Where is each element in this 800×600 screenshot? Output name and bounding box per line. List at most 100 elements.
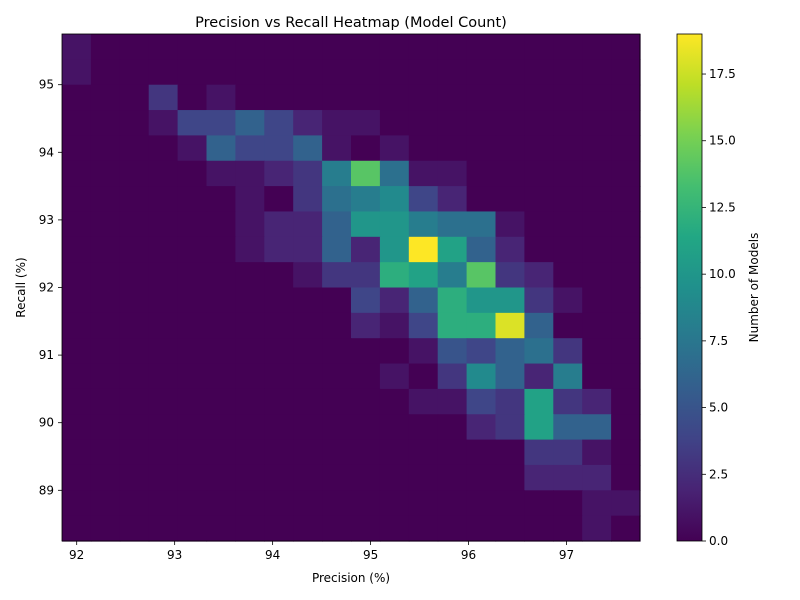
- heatmap-cell: [437, 186, 468, 213]
- heatmap-cell: [524, 84, 554, 111]
- heatmap-cell: [235, 363, 265, 390]
- heatmap-cell: [437, 388, 468, 415]
- heatmap-cell: [379, 363, 410, 390]
- heatmap-cell: [437, 515, 468, 542]
- heatmap-cell: [264, 110, 294, 136]
- x-tick-label: 96: [461, 548, 476, 562]
- heatmap-cell: [379, 186, 410, 213]
- x-axis-label: Precision (%): [312, 571, 390, 585]
- heatmap-cell: [466, 160, 497, 187]
- heatmap-cell: [322, 490, 352, 517]
- heatmap-cell: [119, 160, 150, 187]
- heatmap-cell: [351, 236, 381, 263]
- colorbar-tick-label: 5.0: [709, 401, 728, 415]
- heatmap-cell: [177, 338, 208, 365]
- heatmap-cell: [90, 34, 121, 60]
- heatmap-cell: [177, 110, 208, 136]
- heatmap-cell: [293, 84, 323, 111]
- heatmap-cell: [62, 34, 92, 60]
- heatmap-cell: [90, 363, 121, 390]
- heatmap-cell: [322, 388, 352, 415]
- heatmap-cell: [466, 211, 497, 238]
- heatmap-cell: [495, 34, 525, 60]
- heatmap-cell: [148, 464, 179, 491]
- heatmap-cell: [177, 34, 208, 60]
- heatmap-cell: [206, 363, 236, 390]
- heatmap-cell: [264, 236, 294, 263]
- heatmap-cell: [495, 515, 525, 542]
- heatmap-cell: [437, 211, 468, 238]
- heatmap-cell: [235, 135, 265, 162]
- heatmap-cell: [264, 464, 294, 491]
- heatmap-cell: [119, 312, 150, 339]
- heatmap-cell: [293, 490, 323, 517]
- heatmap-cell: [148, 236, 179, 263]
- heatmap-cell: [408, 490, 439, 517]
- y-tick-label: 94: [39, 145, 54, 159]
- heatmap-cell: [119, 236, 150, 263]
- heatmap-cell: [524, 160, 554, 187]
- heatmap-cell: [235, 515, 265, 542]
- heatmap-cell: [62, 84, 92, 111]
- heatmap-cell: [206, 211, 236, 238]
- heatmap-cell: [495, 338, 525, 365]
- heatmap-cell: [466, 490, 497, 517]
- heatmap-cell: [437, 287, 468, 314]
- heatmap-cell: [553, 160, 583, 187]
- heatmap-cell: [408, 135, 439, 162]
- heatmap-cell: [611, 439, 641, 466]
- heatmap-cell: [582, 439, 612, 466]
- heatmap-cell: [264, 439, 294, 466]
- heatmap-cell: [582, 363, 612, 390]
- heatmap-cell: [177, 84, 208, 111]
- heatmap-cell: [466, 34, 497, 60]
- heatmap-cell: [322, 110, 352, 136]
- heatmap-cell: [408, 186, 439, 213]
- heatmap-cell: [351, 59, 381, 86]
- y-tick-label: 89: [39, 483, 54, 497]
- heatmap-cell: [293, 135, 323, 162]
- heatmap-cell: [235, 34, 265, 60]
- heatmap-cell: [206, 160, 236, 187]
- colorbar-ticks: 0.0 2.5 5.0 7.5 10.0 12.5 15.0 17.5: [702, 67, 736, 548]
- heatmap-cell: [524, 186, 554, 213]
- heatmap-cell: [293, 388, 323, 415]
- heatmap-cell: [90, 84, 121, 111]
- heatmap-cell: [235, 160, 265, 187]
- heatmap-cell: [177, 135, 208, 162]
- heatmap-cell: [177, 363, 208, 390]
- heatmap-cell: [177, 186, 208, 213]
- heatmap-cell: [553, 312, 583, 339]
- heatmap-cell: [553, 211, 583, 238]
- heatmap-cell: [119, 515, 150, 542]
- heatmap-cell: [322, 414, 352, 441]
- heatmap-cell: [582, 515, 612, 542]
- heatmap-cell: [264, 287, 294, 314]
- heatmap-cell: [553, 388, 583, 415]
- heatmap-cell: [322, 262, 352, 289]
- heatmap-cell: [437, 439, 468, 466]
- heatmap-cells: [62, 34, 641, 542]
- colorbar: [676, 33, 703, 542]
- heatmap-cell: [495, 84, 525, 111]
- heatmap-cell: [235, 439, 265, 466]
- heatmap-cell: [293, 312, 323, 339]
- heatmap-cell: [90, 490, 121, 517]
- heatmap-cell: [611, 135, 641, 162]
- heatmap-cell: [264, 34, 294, 60]
- heatmap-cell: [351, 439, 381, 466]
- heatmap-cell: [408, 287, 439, 314]
- heatmap-cell: [351, 211, 381, 238]
- heatmap-cell: [611, 110, 641, 136]
- y-axis-label: Recall (%): [14, 257, 28, 317]
- heatmap-cell: [235, 59, 265, 86]
- x-tick-label: 97: [559, 548, 574, 562]
- heatmap-cell: [582, 186, 612, 213]
- heatmap-cell: [582, 59, 612, 86]
- heatmap-cell: [206, 312, 236, 339]
- heatmap-cell: [264, 363, 294, 390]
- heatmap-cell: [293, 414, 323, 441]
- x-tick-label: 95: [363, 548, 378, 562]
- heatmap-cell: [582, 135, 612, 162]
- heatmap-cell: [495, 464, 525, 491]
